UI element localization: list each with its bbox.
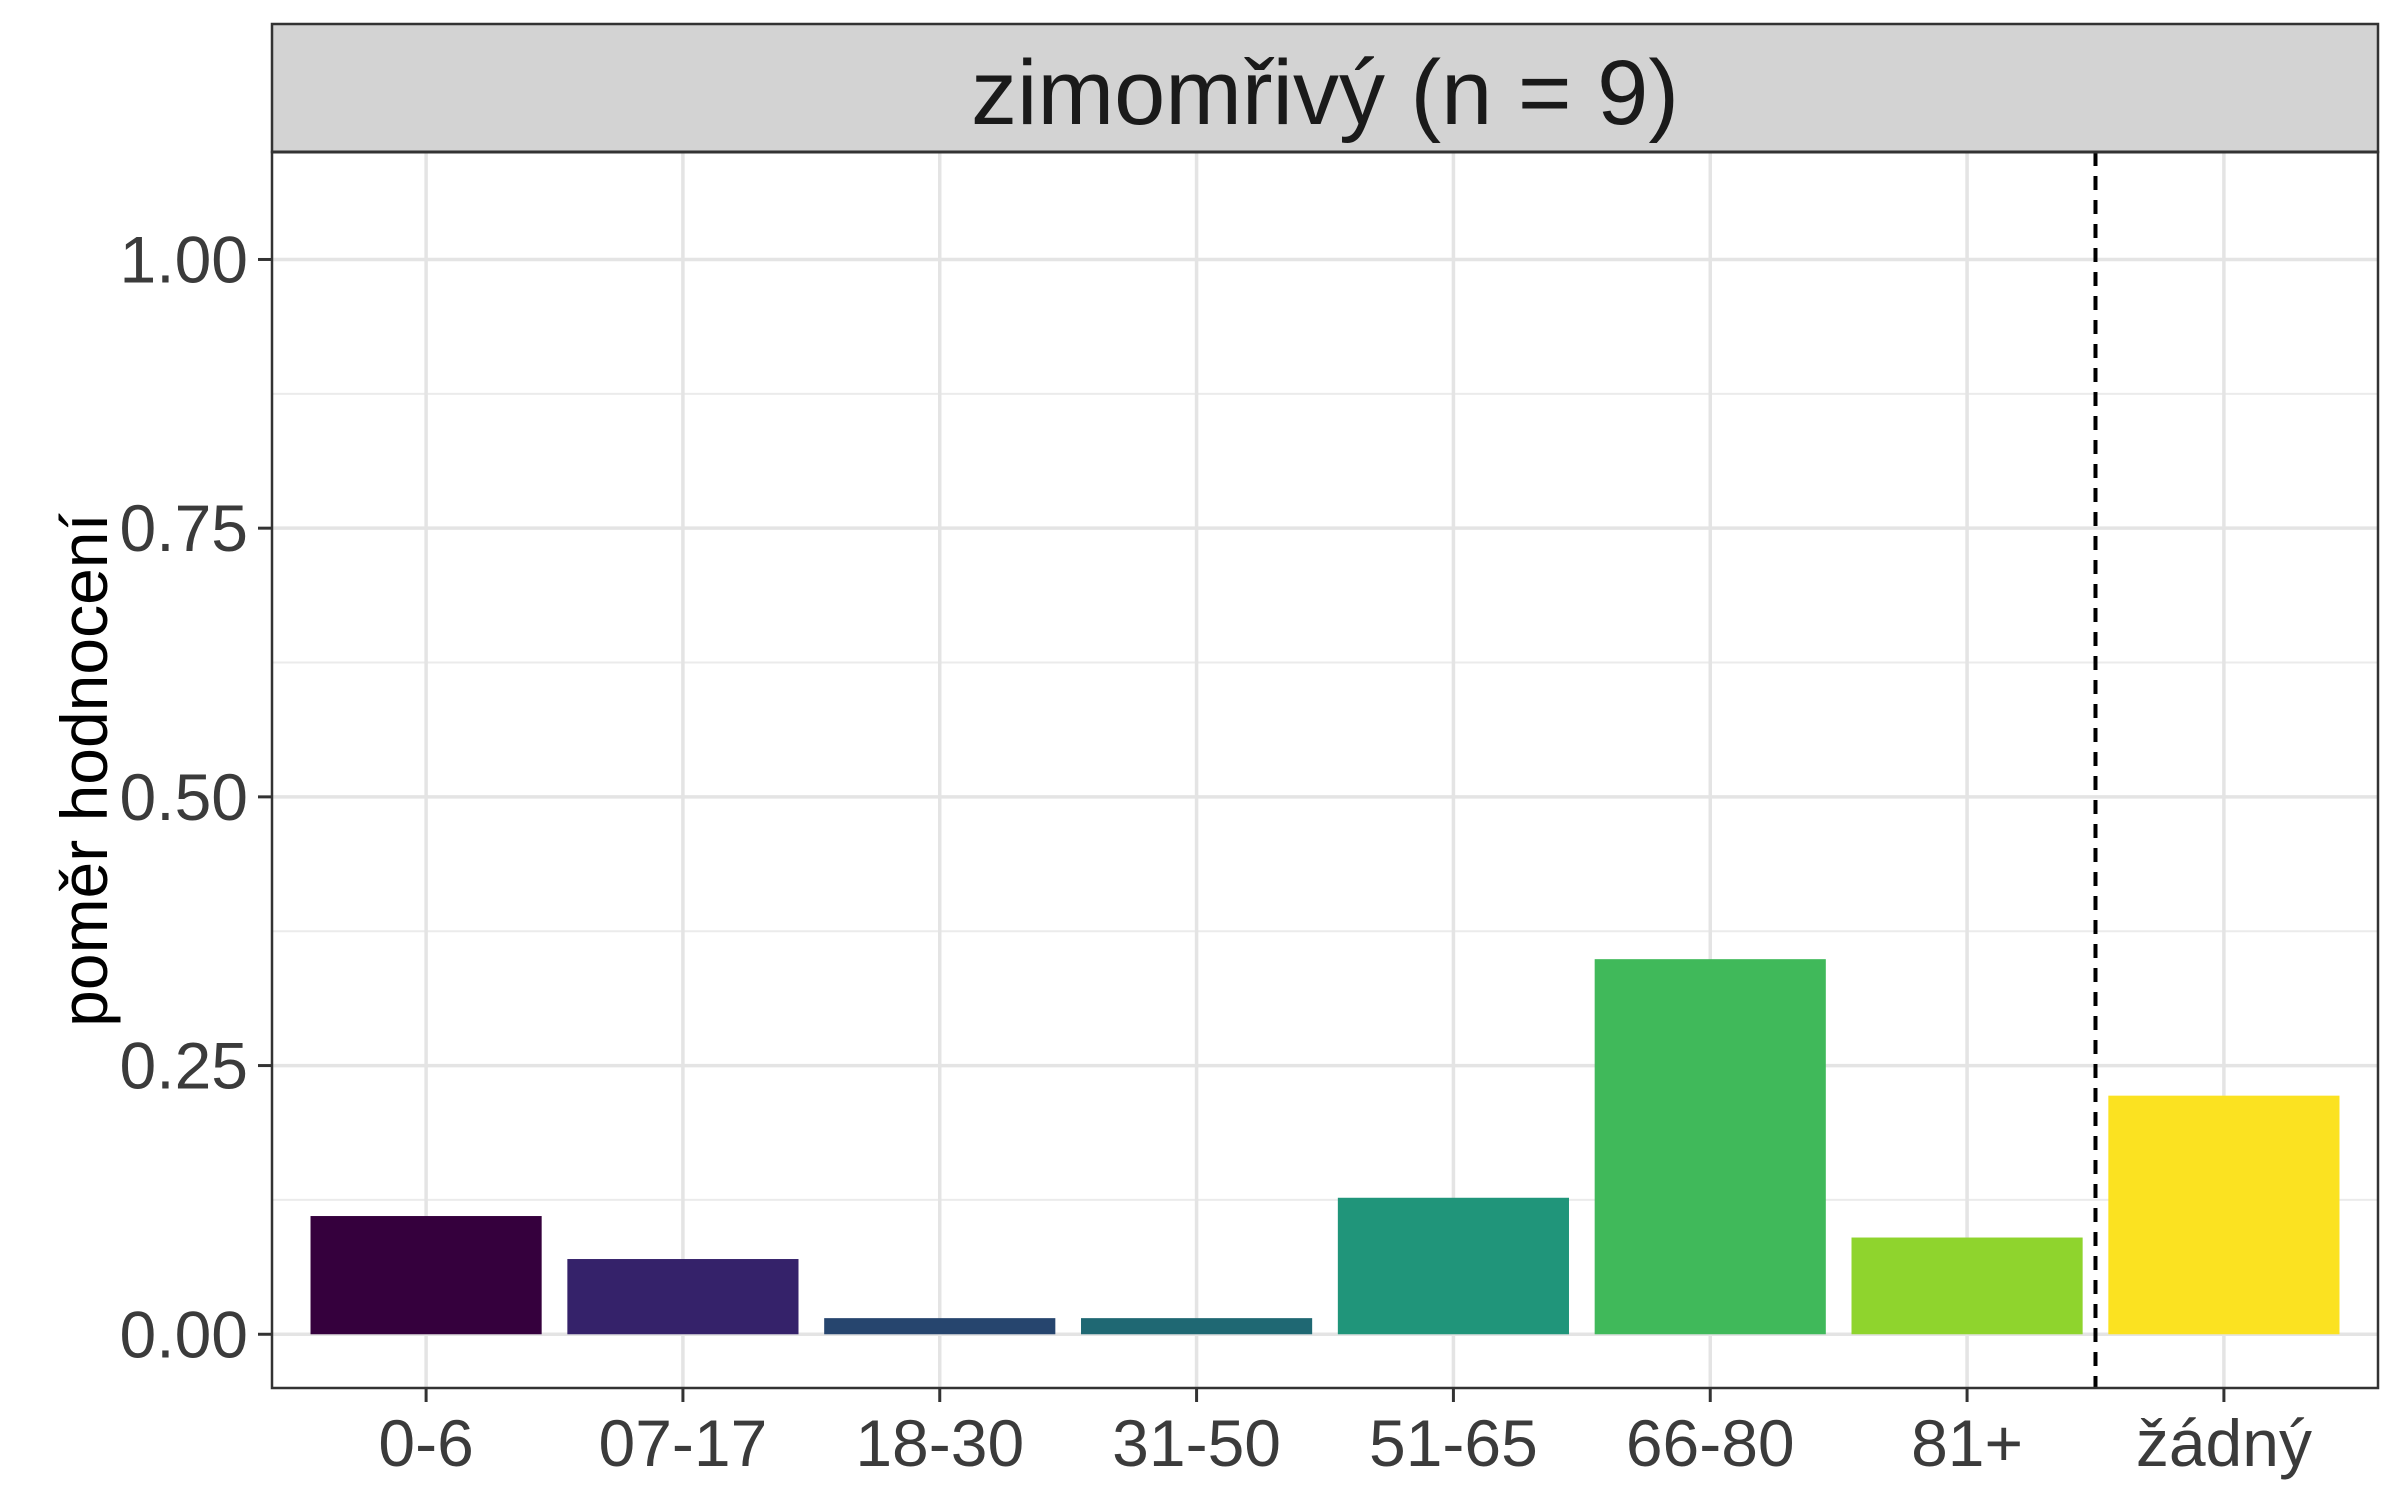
y-tick-label: 0.75 [120,491,248,565]
x-tick-label: 18-30 [855,1406,1024,1480]
facet-strip [272,24,2378,152]
x-tick-label: 66-80 [1626,1406,1795,1480]
bar-18-30 [824,1318,1056,1335]
y-tick-label: 1.00 [120,222,248,296]
y-tick-label: 0.50 [120,760,248,834]
bar-51-65 [1337,1197,1569,1335]
y-tick-label: 0.00 [120,1297,248,1371]
x-tick-label: 51-65 [1369,1406,1538,1480]
bar-0-6 [310,1216,542,1335]
x-tick-label: 31-50 [1112,1406,1281,1480]
x-tick-label: 07-17 [599,1406,768,1480]
bar-07-17 [567,1259,799,1335]
x-tick-label: 81+ [1911,1406,2023,1480]
strip-border [270,22,2380,154]
bar-66-80 [1594,959,1826,1335]
y-axis-title: poměr hodnocení [47,512,121,1026]
bar-31-50 [1081,1318,1313,1335]
x-tick-label: 0-6 [378,1406,473,1480]
y-tick-label: 0.25 [120,1029,248,1103]
axes: 0.00 0.25 0.50 0.75 1.00 0-6 07-17 18-30 31-50 51… [120,222,2312,1480]
facet-title: zimomřivý (n = 9) [971,42,1679,144]
bars [310,959,2340,1335]
x-tick-label: žádný [2136,1406,2312,1480]
bar-81+ [1851,1237,2083,1335]
bar-žádný [2108,1095,2340,1335]
